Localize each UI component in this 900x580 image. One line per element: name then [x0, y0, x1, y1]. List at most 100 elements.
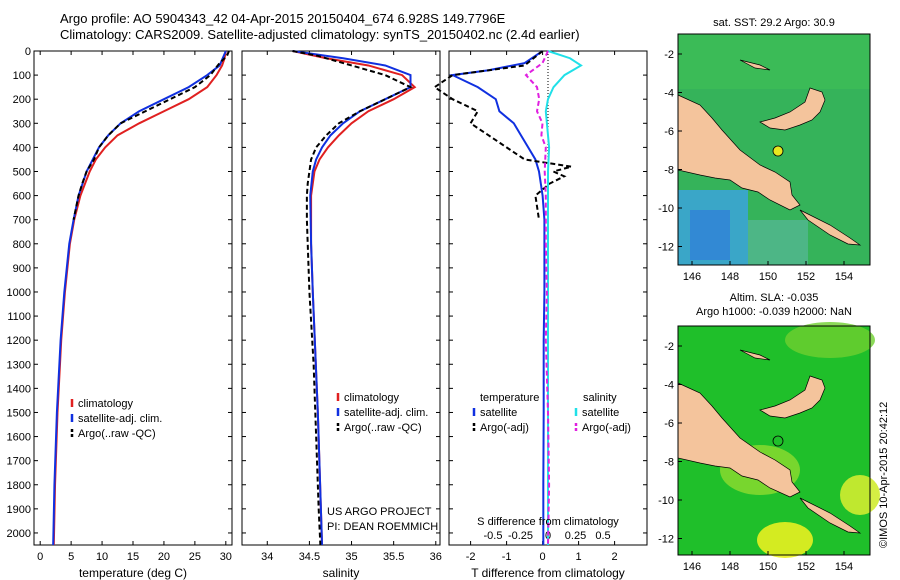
y-tick-label: 1000	[7, 287, 31, 299]
map-y-tick-label: -12	[658, 534, 674, 546]
y-tick-label: 500	[13, 166, 31, 178]
y-tick-label: 600	[13, 191, 31, 203]
x-tick-label: 2	[612, 551, 618, 563]
y-tick-label: 1600	[7, 432, 31, 444]
x-tick-label: -1	[502, 551, 512, 563]
legend-climatology-label: climatology	[344, 392, 400, 404]
x-tick-label: 30	[220, 551, 232, 563]
legend-s-satellite-label: satellite	[582, 407, 619, 419]
x2-tick-label: -0.25	[508, 530, 533, 542]
x-tick-label: 5	[68, 551, 74, 563]
y-tick-label: 1100	[7, 311, 31, 323]
y-tick-label: 300	[13, 118, 31, 130]
series-salinity-argo-adj-	[524, 50, 551, 546]
map-x-tick-label: 146	[683, 271, 701, 283]
legend-t-satellite-label: satellite	[480, 407, 517, 419]
y-tick-label: 200	[13, 94, 31, 106]
legend-salinity-head: salinity	[583, 392, 617, 404]
map-y-tick-label: -8	[664, 165, 674, 177]
map-x-tick-label: 152	[797, 271, 815, 283]
map-y-tick-label: -6	[664, 418, 674, 430]
sst-map-title: sat. SST: 29.2 Argo: 30.9	[713, 17, 835, 29]
x-tick-label: 36	[430, 551, 442, 563]
series-salinity-satellite	[544, 50, 583, 545]
sla-map-frame	[677, 325, 871, 556]
map-y-tick-label: -10	[658, 203, 674, 215]
argo-height-title: Argo h1000: -0.039 h2000: NaN	[696, 306, 852, 318]
y-tick-label: 100	[13, 70, 31, 82]
legend-satellite-label: satellite-adj. clim.	[78, 413, 162, 425]
map-y-tick-label: -12	[658, 242, 674, 254]
y-tick-label: 700	[13, 215, 31, 227]
t-difference-label: T difference from climatology	[471, 566, 625, 580]
map-y-tick-label: -10	[658, 495, 674, 507]
difference-panel: -2 -1 0 1 2 -0.5 -0.25 0 0.25 0.5 S difference f…	[432, 50, 648, 580]
new-guinea-land	[677, 382, 801, 498]
sla-map-title: Altim. SLA: -0.035	[729, 292, 819, 304]
islands-land	[799, 497, 862, 534]
x-tick-label: 15	[127, 551, 139, 563]
map-x-tick-label: 154	[835, 561, 853, 573]
map-x-tick-label: 148	[721, 561, 739, 573]
salinity-panel: 34 34.5 35 35.5 36 salinity climatology sate…	[241, 50, 442, 580]
new-britain-land	[759, 87, 826, 131]
series-satellite-adj-clim-	[292, 50, 412, 546]
sst-map: 146 148 150 152 154 -2 -4 -6 -8 -10 -12	[658, 33, 871, 283]
x-tick-label: 25	[189, 551, 201, 563]
y-tick-label: 1800	[7, 480, 31, 492]
y-tick-label: 1500	[7, 407, 31, 419]
y-tick-label: 400	[13, 142, 31, 154]
y-tick-label: 1200	[7, 335, 31, 347]
series-argo-raw-qc-	[292, 50, 413, 546]
map-y-tick-label: -8	[664, 457, 674, 469]
map-x-tick-label: 150	[759, 561, 777, 573]
temperature-plot-frame	[33, 50, 233, 546]
new-ireland-land	[739, 349, 771, 361]
s-difference-label: S difference from climatology	[477, 516, 619, 528]
map-x-tick-label: 146	[683, 561, 701, 573]
pi-note: PI: DEAN ROEMMICH	[327, 521, 438, 533]
project-note: US ARGO PROJECT	[327, 506, 432, 518]
legend-argo-label: Argo(..raw -QC)	[344, 422, 422, 434]
x-tick-label: 20	[158, 551, 170, 563]
islands-land	[799, 209, 862, 246]
y-tick-label: 1900	[7, 504, 31, 516]
map-y-tick-label: -6	[664, 126, 674, 138]
argo-location-marker	[772, 145, 784, 157]
x-tick-label: 35.5	[383, 551, 404, 563]
profile-title: Argo profile: AO 5904343_42 04-Apr-2015 …	[60, 11, 506, 26]
legend-t-argo-label: Argo(-adj)	[480, 422, 529, 434]
sla-map-high-patch	[785, 322, 875, 358]
x-tick-label: 0	[37, 551, 43, 563]
legend-satellite-label: satellite-adj. clim.	[344, 407, 428, 419]
y-tick-label: 900	[13, 263, 31, 275]
sst-map-cold-patch	[690, 210, 730, 260]
new-ireland-land	[739, 59, 771, 71]
legend-s-argo-label: Argo(-adj)	[582, 422, 631, 434]
x-tick-label: -2	[466, 551, 476, 563]
sla-map: 146 148 150 152 154 -2 -4 -6 -8 -10 -12	[658, 322, 880, 573]
map-y-tick-label: -2	[664, 341, 674, 353]
sla-map-peak-patch-2	[840, 475, 880, 515]
map-x-tick-label: 150	[759, 271, 777, 283]
map-x-tick-label: 152	[797, 561, 815, 573]
y-tick-label: 800	[13, 239, 31, 251]
x-tick-label: 35	[345, 551, 357, 563]
y-tick-label: 0	[25, 46, 31, 58]
y-tick-label: 1400	[7, 383, 31, 395]
x-tick-label: 0	[540, 551, 546, 563]
x2-tick-label: -0.5	[484, 530, 503, 542]
argo-location-marker	[772, 435, 784, 447]
series-temperature-satellite	[449, 50, 546, 545]
sst-map-shade	[678, 34, 870, 89]
legend-temperature-head: temperature	[480, 392, 539, 404]
map-y-tick-label: -4	[664, 88, 674, 100]
imos-credit: ©IMOS 10-Apr-2015 20:42:12	[878, 401, 890, 548]
map-x-tick-label: 154	[835, 271, 853, 283]
x2-tick-label: 0.5	[595, 530, 610, 542]
temperature-legend: climatology satellite-adj. clim. Argo(..…	[70, 398, 162, 440]
x-tick-label: 1	[576, 551, 582, 563]
series-argo-raw-qc-	[72, 50, 230, 220]
map-y-tick-label: -4	[664, 380, 674, 392]
